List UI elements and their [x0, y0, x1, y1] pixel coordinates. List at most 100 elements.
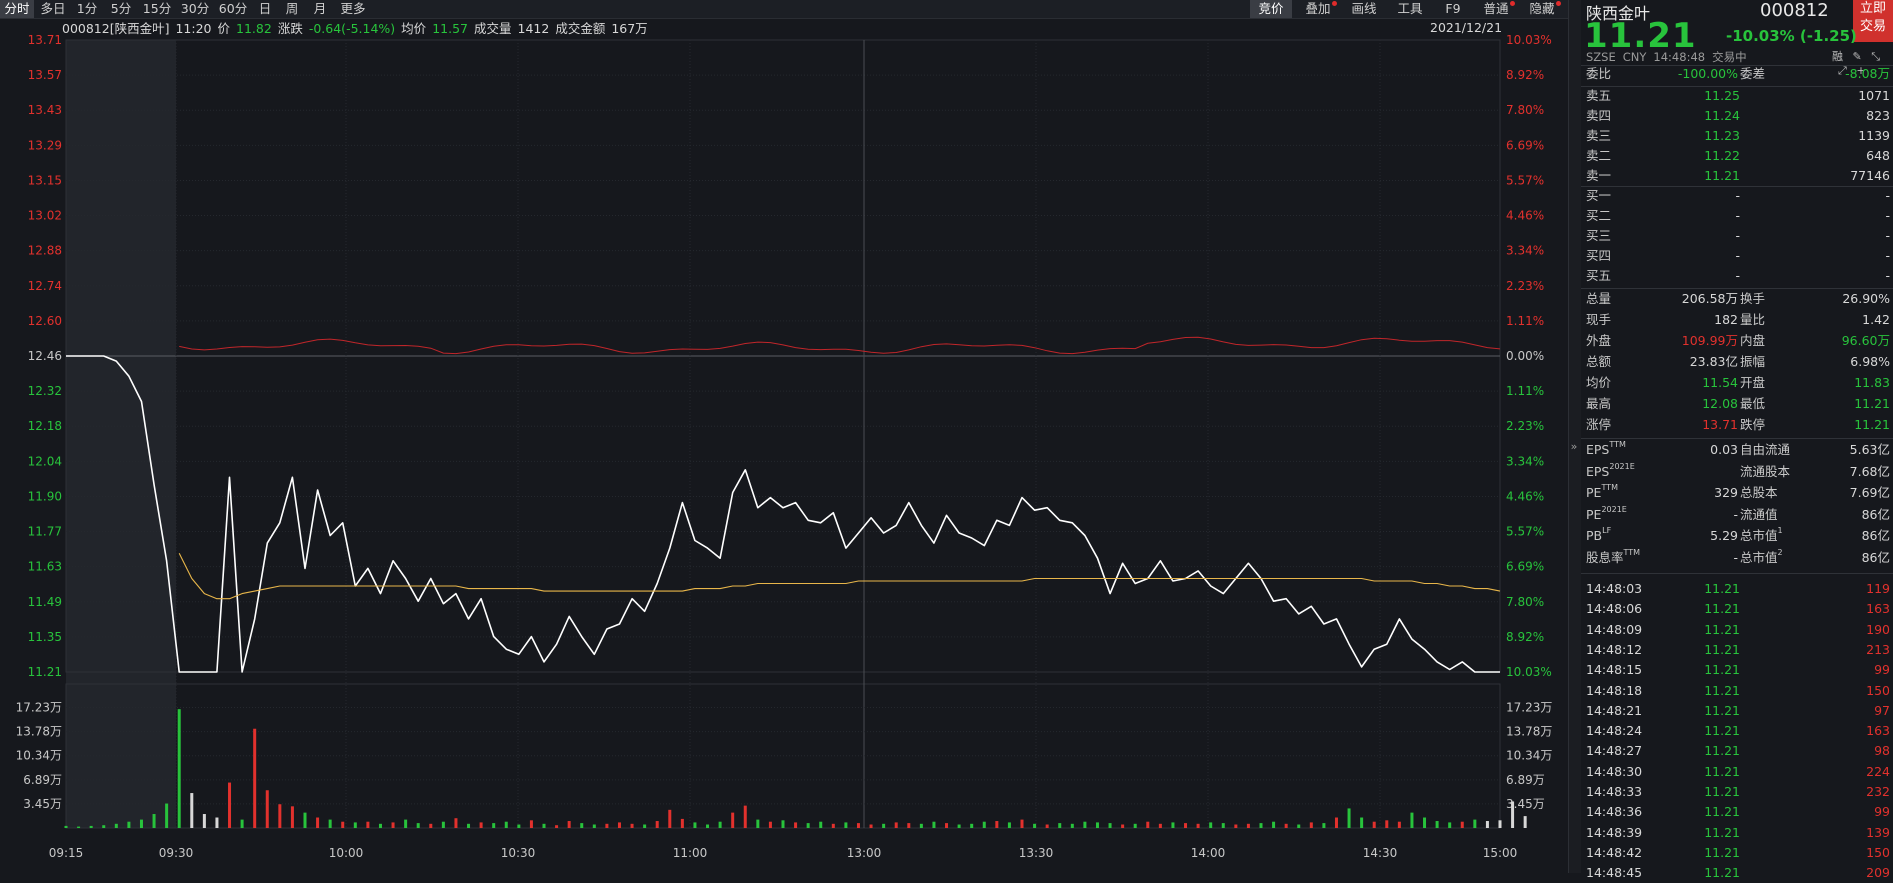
fundamental-label: EPSTTM: [1586, 440, 1626, 457]
toolbar-tab-10[interactable]: 更多: [340, 1, 366, 16]
fundamental-value: -: [1733, 506, 1738, 522]
volume-bar: [555, 825, 559, 828]
bid-level-label: 买二: [1586, 208, 1612, 223]
shrink-icon[interactable]: ⤡: [1871, 50, 1881, 63]
time-tick-label: 13:00: [847, 846, 882, 860]
chevron-right-icon[interactable]: »: [1570, 440, 1578, 453]
toolbar-right-tab-6[interactable]: 隐藏: [1529, 1, 1555, 16]
fundamental-value: 7.69亿: [1849, 485, 1890, 500]
volume-bar: [102, 825, 106, 828]
tick-time: 14:48:06: [1586, 601, 1643, 617]
volume-bar: [718, 821, 722, 828]
toolbar-tab-8[interactable]: 周: [285, 1, 299, 16]
volume-bar: [743, 805, 747, 828]
fullscreen-icon[interactable]: ⤢: [1838, 64, 1847, 77]
margin-icon[interactable]: 融: [1832, 50, 1843, 63]
quote-time: 14:48:48: [1653, 50, 1706, 64]
toolbar-tab-1[interactable]: 多日: [40, 1, 66, 16]
tick-price: 11.21: [1704, 581, 1740, 596]
volume-bar: [1108, 823, 1112, 828]
toolbar-right-tab-0[interactable]: 竞价: [1250, 0, 1292, 18]
toolbar-tab-2[interactable]: 1分: [76, 1, 98, 16]
fundamental-sup: 2021E: [1609, 461, 1635, 471]
fundamental-label: PE2021E: [1586, 504, 1627, 522]
intraday-chart[interactable]: 13.71 10.03% 13.57 8.92% 13.43 7.80% 13.29 6.69…: [0, 0, 1568, 873]
tick-time: 14:48:39: [1586, 824, 1643, 840]
stat-label: 量比: [1740, 312, 1766, 327]
volume-bar: [706, 824, 710, 828]
toolbar-tab-4[interactable]: 15分: [142, 1, 172, 16]
price-tick-label: 12.60: [28, 314, 62, 328]
tick-volume: 190: [1866, 621, 1890, 637]
toolbar-tab-5[interactable]: 30分: [180, 1, 210, 16]
fundamental-label: 股息率TTM: [1586, 547, 1641, 565]
notification-dot-icon: [1510, 1, 1515, 6]
panel-divider[interactable]: [1568, 0, 1582, 873]
price-tick-label: 12.32: [28, 384, 62, 398]
volume-bar: [856, 823, 860, 828]
ask-price: 11.23: [1704, 128, 1740, 143]
volume-bar: [756, 819, 760, 828]
volume-bar: [831, 823, 835, 828]
info-stock-name: 000812[陕西金叶]: [62, 21, 170, 36]
pct-tick-label: 4.46%: [1506, 209, 1544, 223]
currency: CNY: [1622, 50, 1647, 64]
volume-bar: [1121, 824, 1125, 828]
trade-now-button[interactable]: 立即 交易: [1853, 0, 1893, 42]
tick-volume: 139: [1866, 824, 1890, 840]
volume-tick-label: 6.89万: [1506, 773, 1545, 787]
ask-volume: 1071: [1858, 88, 1890, 103]
add-icon[interactable]: +: [1856, 64, 1866, 77]
ask-volume: 1139: [1858, 128, 1890, 143]
volume-bar: [894, 822, 898, 828]
tick-time: 14:48:09: [1586, 621, 1643, 637]
fundamental-sup: 1: [1777, 526, 1783, 535]
tick-price: 11.21: [1704, 601, 1740, 617]
toolbar-tab-7[interactable]: 日: [258, 1, 272, 16]
toolbar-tab-0[interactable]: 分时: [0, 0, 34, 18]
stat-label: 涨停: [1586, 417, 1612, 432]
panel-separator: [1581, 86, 1893, 87]
toolbar-tab-9[interactable]: 月: [313, 1, 327, 16]
time-tick-label: 09:15: [49, 846, 84, 860]
stat-value: 13.71: [1702, 417, 1738, 432]
volume-bar: [617, 822, 621, 828]
volume-bar: [127, 821, 131, 828]
ask-level-label: 卖二: [1586, 148, 1612, 163]
info-avg: 11.57: [432, 21, 468, 36]
volume-bar: [202, 814, 206, 828]
ask-price: 11.24: [1704, 108, 1740, 123]
toolbar-right-tab-3[interactable]: 工具: [1397, 1, 1423, 16]
info-volume: 1412: [517, 21, 550, 36]
volume-bar: [668, 809, 672, 828]
toolbar-tab-3[interactable]: 5分: [110, 1, 132, 16]
volume-bar: [655, 821, 659, 828]
sector-change-line: [179, 336, 1501, 355]
price-tick-label: 11.63: [28, 560, 62, 574]
toolbar-right-tab-1[interactable]: 叠加: [1305, 1, 1331, 16]
volume-bar: [781, 820, 785, 828]
volume-bar: [1246, 823, 1250, 828]
bid-price: -: [1735, 248, 1740, 263]
stat-label: 外盘: [1586, 333, 1612, 348]
bid-price: -: [1735, 268, 1740, 283]
info-price-label: 价: [217, 21, 231, 36]
volume-bar: [1485, 821, 1489, 828]
price-tick-label: 13.71: [28, 33, 62, 47]
edit-icon[interactable]: ✎: [1852, 50, 1862, 63]
toolbar-tab-6[interactable]: 60分: [218, 1, 248, 16]
volume-bar: [1360, 817, 1364, 828]
volume-bar: [1372, 821, 1376, 828]
toolbar-right-tab-5[interactable]: 普通: [1483, 1, 1509, 16]
toolbar-right-tab-2[interactable]: 画线: [1351, 1, 1377, 16]
volume-bar: [693, 822, 697, 828]
volume-bar: [441, 821, 445, 828]
toolbar-right-tab-4[interactable]: F9: [1445, 1, 1461, 16]
volume-bar: [1083, 821, 1087, 828]
volume-bar: [215, 817, 219, 828]
tick-volume: 98: [1874, 743, 1890, 759]
tick-time: 14:48:30: [1586, 763, 1643, 779]
ask-price: 11.22: [1704, 148, 1740, 163]
fundamental-value: 5.63亿: [1849, 442, 1890, 457]
weicha-label: 委差: [1740, 66, 1766, 81]
